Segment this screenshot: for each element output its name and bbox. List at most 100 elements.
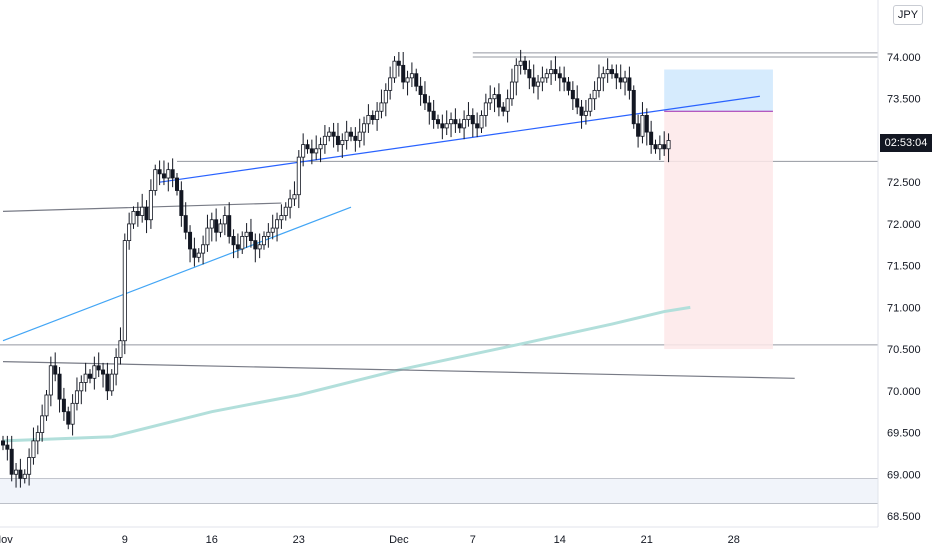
candle-body bbox=[623, 77, 628, 83]
candle-body bbox=[140, 206, 145, 216]
candle-body bbox=[40, 415, 45, 433]
candle-body bbox=[48, 365, 53, 396]
candle-body bbox=[0, 440, 6, 446]
candle-body bbox=[179, 190, 184, 216]
candle-body bbox=[288, 198, 293, 208]
candle-body bbox=[92, 365, 97, 379]
candle-body bbox=[66, 411, 71, 425]
candle-body bbox=[566, 81, 571, 91]
candle-body bbox=[475, 123, 480, 129]
candle-body bbox=[135, 210, 140, 216]
candle-body bbox=[435, 119, 440, 125]
candle-body bbox=[470, 115, 475, 125]
candle-body bbox=[270, 227, 275, 233]
candle-body bbox=[570, 89, 575, 100]
candle-body bbox=[101, 369, 106, 375]
candle-body bbox=[483, 102, 488, 116]
candle-body bbox=[422, 94, 427, 104]
candle-body bbox=[57, 373, 62, 400]
candle-body bbox=[496, 94, 501, 108]
candle-body bbox=[549, 69, 554, 75]
candle-body bbox=[583, 110, 588, 116]
candle-body bbox=[18, 469, 23, 479]
candle-body bbox=[14, 469, 19, 475]
candle-body bbox=[183, 215, 188, 233]
candle-body bbox=[122, 240, 127, 342]
candle-body bbox=[627, 77, 632, 91]
candle-body bbox=[74, 390, 79, 404]
stop-zone bbox=[664, 111, 773, 350]
candle-body bbox=[466, 115, 471, 120]
price-tick-label: 73.500 bbox=[887, 94, 921, 106]
candle-body bbox=[488, 98, 493, 104]
candle-body bbox=[610, 69, 615, 75]
candle-body bbox=[114, 357, 119, 375]
candle-body bbox=[253, 240, 258, 250]
candle-body bbox=[127, 223, 132, 241]
candle-body bbox=[83, 373, 88, 383]
candle-body bbox=[396, 60, 401, 66]
candle-body bbox=[631, 89, 636, 125]
candle-body bbox=[653, 144, 658, 150]
candle-body bbox=[35, 432, 40, 442]
candle-body bbox=[409, 73, 414, 79]
price-tick-label: 69.000 bbox=[887, 469, 921, 481]
candle-body bbox=[144, 206, 149, 221]
candle-body bbox=[383, 89, 388, 104]
candle-body bbox=[505, 98, 510, 112]
price-tick-label: 74.000 bbox=[887, 52, 921, 64]
price-tick-label: 70.500 bbox=[887, 344, 921, 356]
time-axis[interactable]: Nov 9 16 23 Dec 7 14 21 28 bbox=[0, 534, 740, 546]
candle-body bbox=[431, 110, 436, 120]
candle-body bbox=[449, 119, 454, 125]
candle-body bbox=[379, 102, 384, 112]
position-zones bbox=[664, 69, 773, 350]
candle-body bbox=[96, 365, 101, 371]
price-axis[interactable]: 74.00073.50073.00072.50072.00071.50071.0… bbox=[887, 52, 921, 523]
candle-body bbox=[657, 144, 662, 150]
candle-body bbox=[392, 60, 397, 79]
candle-body bbox=[444, 123, 449, 129]
candle-body bbox=[5, 444, 10, 450]
trendline bbox=[2, 361, 795, 379]
candle-body bbox=[148, 190, 153, 221]
target-zone bbox=[664, 69, 773, 112]
candle-body bbox=[388, 77, 393, 91]
candle-body bbox=[562, 77, 567, 83]
candle-body bbox=[118, 340, 123, 358]
time-tick-label: Dec bbox=[389, 534, 409, 546]
candle-body bbox=[170, 169, 175, 179]
candle-body bbox=[209, 219, 214, 229]
candle-body bbox=[357, 131, 362, 141]
candle-body bbox=[479, 115, 484, 129]
candle-body bbox=[257, 244, 262, 250]
currency-badge[interactable]: JPY bbox=[893, 5, 923, 25]
candle-body bbox=[53, 365, 58, 375]
price-tick-label: 70.000 bbox=[887, 386, 921, 398]
candle-body bbox=[188, 231, 193, 250]
candle-body bbox=[327, 131, 332, 137]
candle-body bbox=[462, 119, 467, 129]
candle-body bbox=[292, 194, 297, 200]
candle-body bbox=[157, 169, 162, 175]
candle-body bbox=[644, 115, 649, 133]
candle-body bbox=[296, 156, 301, 196]
candle-body bbox=[366, 115, 371, 125]
candle-body bbox=[370, 115, 375, 120]
candle-body bbox=[649, 131, 654, 146]
time-tick-label: 7 bbox=[470, 534, 476, 546]
candle-body bbox=[518, 60, 523, 66]
time-tick-label: Nov bbox=[0, 534, 13, 546]
candle-body bbox=[640, 115, 645, 137]
candle-body bbox=[440, 123, 445, 129]
candle-body bbox=[240, 236, 245, 250]
candle-body bbox=[88, 373, 93, 379]
candle-body bbox=[557, 73, 562, 79]
candle-body bbox=[9, 448, 14, 475]
candle-body bbox=[514, 64, 519, 83]
candle-body bbox=[309, 148, 314, 154]
range-band bbox=[0, 478, 878, 504]
candle-body bbox=[222, 215, 227, 225]
candle-body bbox=[161, 173, 166, 179]
